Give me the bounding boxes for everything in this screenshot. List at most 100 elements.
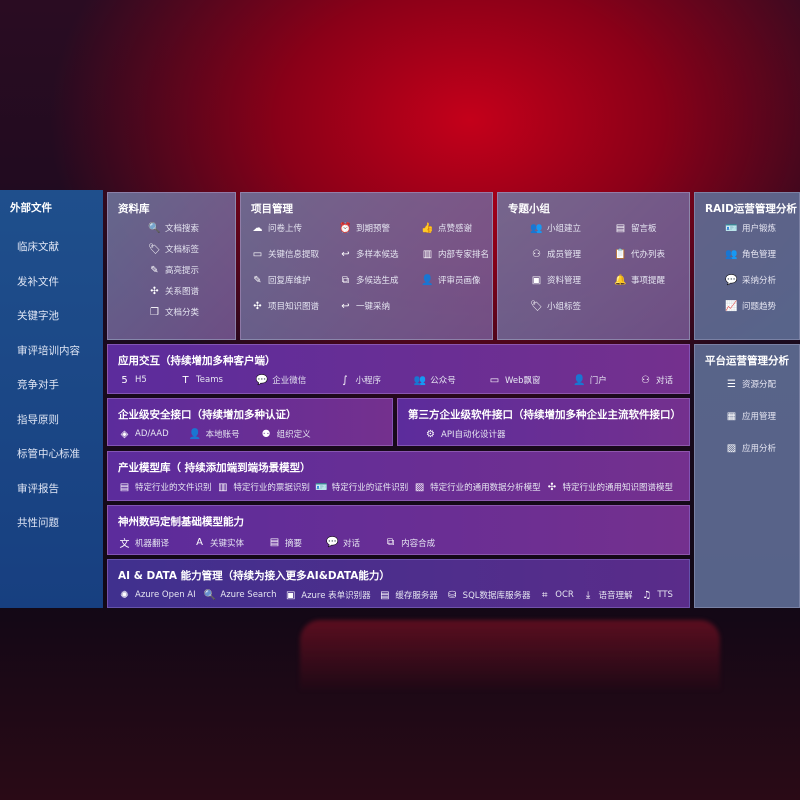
dcits-item-0[interactable]: 文机器翻译 [118, 535, 170, 551]
sidebar-item[interactable]: 共性问题 [17, 517, 59, 529]
group-item-5[interactable]: 🔔 事项提醒 [614, 274, 689, 287]
puzzle-icon: ⧉ [341, 274, 350, 286]
project-item-9[interactable]: ✣ 项目知识图谱 [251, 300, 339, 313]
app-item-0[interactable]: 5 H5 [118, 374, 147, 386]
item-label: 特定行业的证件识别 [331, 483, 409, 493]
panel-title: 项目管理 [251, 203, 293, 215]
library-item-3[interactable]: ✣ 关系图谱 [148, 285, 225, 298]
project-item-0[interactable]: ☁ 问卷上传 [251, 222, 339, 235]
users-icon: 👥 [413, 374, 426, 386]
library-item-1[interactable]: 🏷 文档标签 [148, 243, 225, 256]
sidebar-item[interactable]: 指导原则 [17, 413, 59, 426]
item-label: TTS [657, 590, 673, 600]
industry-item-2[interactable]: 🪪 特定行业的证件识别 [315, 481, 409, 494]
item-label: Teams [196, 375, 223, 385]
sidebar-item[interactable]: 临床文献 [17, 241, 59, 253]
sidebar-item[interactable]: 审评报告 [17, 482, 59, 495]
item-label: 特定行业的文件识别 [135, 483, 212, 493]
group-item-0[interactable]: 👥 小组建立 [530, 222, 614, 235]
project-item-7[interactable]: ⧉ 多候选生成 [339, 274, 421, 287]
library-item-2[interactable]: ✎ 高亮提示 [148, 264, 225, 277]
aidata-item-7[interactable]: ♫ TTS [640, 589, 673, 601]
item-label: 多候选生成 [356, 276, 399, 286]
thirdparty-item-0[interactable]: ⚙ API自动化设计器 [424, 428, 505, 441]
reply-icon: ↩ [341, 248, 350, 260]
app-item-6[interactable]: 👤 门户 [573, 374, 607, 387]
window-icon: ▭ [489, 374, 500, 386]
industry-item-0[interactable]: ▤ 特定行业的文件识别 [118, 481, 212, 494]
panel-library: 资料库 🔍 文档搜索 🏷 文档标签 ✎ 高亮提示 ✣ 关系图谱 ❐ 文档分类 [107, 192, 236, 340]
sidebar-item[interactable]: 发补文件 [17, 275, 59, 288]
app-item-4[interactable]: 👥 公众号 [413, 374, 455, 387]
receipt-icon: ▥ [218, 481, 228, 493]
project-item-8[interactable]: 👤 评审员画像 [421, 274, 492, 287]
panel-title: 专题小组 [508, 203, 550, 215]
tag-icon: 🏷 [148, 243, 161, 255]
item-label: 缓存服务器 [395, 591, 438, 601]
item-label: 资料管理 [547, 276, 582, 286]
panel-title: 平台运营管理分析 [705, 355, 789, 367]
app-item-3[interactable]: ∫ 小程序 [338, 374, 381, 387]
group-item-4[interactable]: ▣ 资料管理 [530, 274, 614, 287]
app-item-1[interactable]: T Teams [179, 374, 223, 386]
chat-users-icon: ⚇ [640, 374, 650, 386]
security-item-0[interactable]: ◈ AD/AAD [118, 428, 169, 440]
panel-title: AI & DATA 能力管理（持续为接入更多AI&DATA能力） [118, 570, 390, 582]
security-item-1[interactable]: 👤 本地账号 [189, 428, 240, 441]
platform-item-2[interactable]: ▨ 应用分析 [725, 442, 789, 455]
aidata-item-2[interactable]: ▣ Azure 表单识别器 [284, 589, 371, 602]
group-item-2[interactable]: ⚇ 成员管理 [530, 248, 614, 261]
industry-item-1[interactable]: ▥ 特定行业的票据识别 [216, 481, 310, 494]
project-item-2[interactable]: 👍 点赞感谢 [421, 222, 492, 235]
industry-item-4[interactable]: ✣ 特定行业的通用知识图谱模型 [545, 481, 673, 494]
dcits-item-3[interactable]: 💬 对话 [326, 535, 360, 550]
library-item-0[interactable]: 🔍 文档搜索 [148, 222, 225, 235]
raid-item-1[interactable]: 👥 角色管理 [725, 248, 789, 261]
analysis-icon: ▨ [726, 442, 737, 454]
sidebar-item[interactable]: 标管中心标准 [17, 448, 80, 460]
ranking-icon: ▥ [422, 248, 433, 260]
project-item-10[interactable]: ↩ 一键采纳 [339, 300, 421, 313]
aidata-item-1[interactable]: 🔍 Azure Search [203, 589, 277, 601]
sidebar-item[interactable]: 审评培训内容 [17, 344, 80, 357]
raid-item-0[interactable]: 🪪 用户锻炼 [725, 222, 789, 235]
library-item-4[interactable]: ❐ 文档分类 [148, 306, 225, 319]
project-item-5[interactable]: ▥ 内部专家排名 [421, 248, 492, 261]
cache-icon: ▤ [380, 589, 390, 601]
security-item-2[interactable]: ⚉ 组织定义 [260, 428, 311, 441]
platform-item-0[interactable]: ☰ 资源分配 [725, 378, 789, 391]
item-label: OCR [555, 590, 574, 600]
item-label: 用户锻炼 [742, 224, 777, 234]
item-label: 特定行业的通用数据分析模型 [430, 483, 541, 493]
platform-item-1[interactable]: ▦ 应用管理 [725, 410, 789, 423]
app-item-5[interactable]: ▭ Web飘窗 [488, 374, 541, 387]
aidata-item-6[interactable]: ⤓ 语音理解 [582, 589, 633, 602]
item-label: 特定行业的通用知识图谱模型 [562, 483, 673, 493]
raid-item-2[interactable]: 💬 采纳分析 [725, 274, 789, 287]
app-item-2[interactable]: 💬 企业微信 [255, 374, 306, 387]
sidebar-item[interactable]: 关键字池 [17, 310, 59, 322]
doc-icon: ▤ [119, 481, 130, 493]
app-item-7[interactable]: ⚇ 对话 [639, 374, 673, 387]
dcits-item-4[interactable]: ⧉ 内容合成 [384, 535, 435, 550]
raid-item-3[interactable]: 📈 问题趋势 [725, 300, 789, 313]
dcits-item-1[interactable]: A 关键实体 [193, 535, 244, 550]
graph-icon: ✣ [253, 300, 262, 312]
aidata-item-4[interactable]: ⛁ SQL数据库服务器 [446, 589, 531, 602]
aidata-item-0[interactable]: ✺ Azure Open AI [118, 589, 196, 601]
aidata-item-5[interactable]: ⌗ OCR [538, 589, 574, 601]
group-item-1[interactable]: ▤ 留言板 [614, 222, 689, 235]
sidebar-item[interactable]: 竞争对手 [17, 379, 59, 391]
group-item-3[interactable]: 📋 代办列表 [614, 248, 689, 261]
project-item-6[interactable]: ✎ 回复库维护 [251, 274, 339, 287]
aidata-item-3[interactable]: ▤ 缓存服务器 [378, 589, 438, 602]
item-label: Azure Open AI [135, 590, 196, 600]
item-label: 关键实体 [210, 538, 245, 549]
panel-industry-models: 产业模型库（ 持续添加端到端场景模型） ▤ 特定行业的文件识别 ▥ 特定行业的票据识别… [107, 451, 690, 501]
project-item-3[interactable]: ▭ 关键信息提取 [251, 248, 339, 261]
industry-item-3[interactable]: ▨ 特定行业的通用数据分析模型 [413, 481, 541, 494]
project-item-1[interactable]: ⏰ 到期预警 [339, 222, 421, 235]
dcits-item-2[interactable]: ▤ 摘要 [268, 535, 302, 550]
project-item-4[interactable]: ↩ 多样本候选 [339, 248, 421, 261]
group-item-6[interactable]: 🏷 小组标签 [530, 300, 614, 313]
